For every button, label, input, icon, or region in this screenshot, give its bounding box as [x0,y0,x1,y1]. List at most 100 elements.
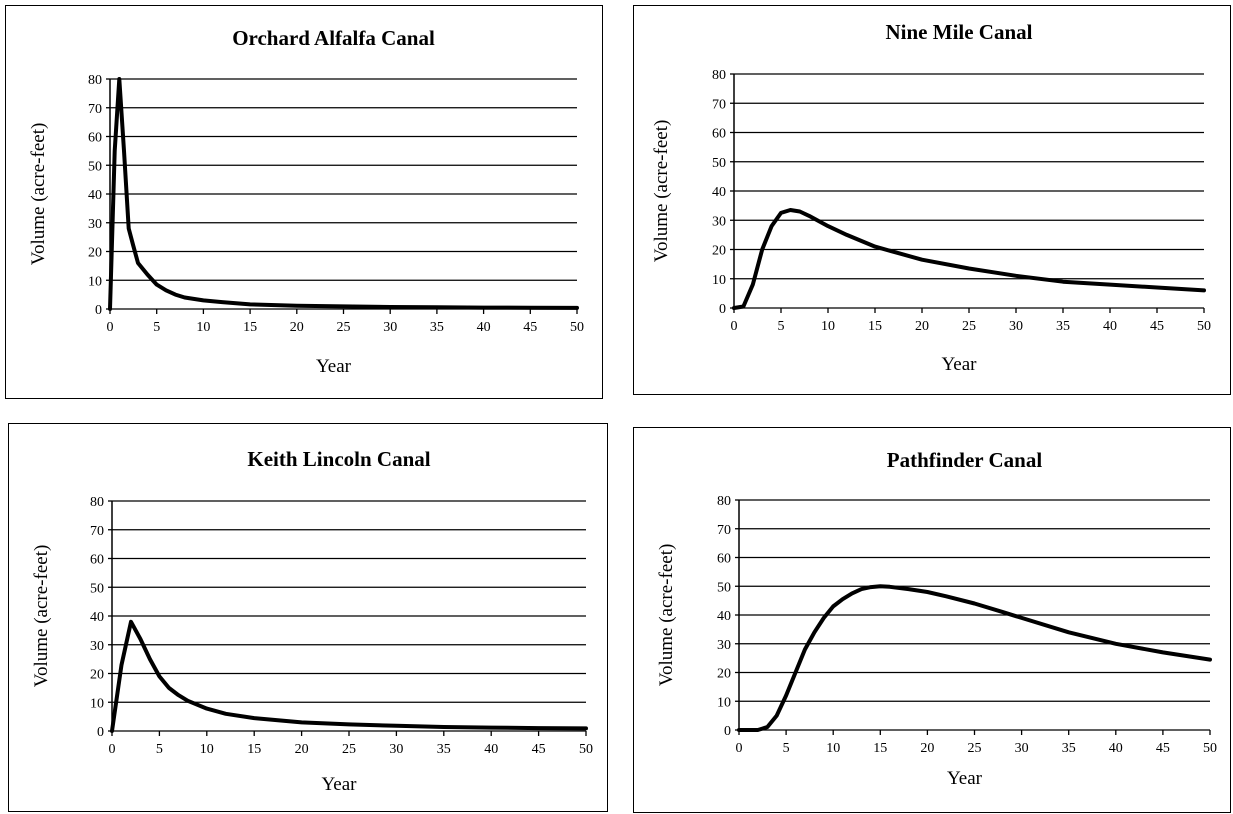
chart-svg: Orchard Alfalfa Canal 0 10 20 30 40 50 60 70 80 0 5… [28,26,584,377]
x-tick-label: 40 [1103,319,1117,334]
y-tick-label: 50 [90,581,104,596]
y-axis-label: Volume (acre-feet) [28,123,49,266]
y-tick-label: 60 [712,127,726,142]
x-tick-label: 25 [342,742,356,757]
x-axis-label: Year [947,768,983,789]
y-axis-label: Volume (acre-feet) [656,544,677,687]
chart-panel-nine-mile: Nine Mile Canal 0 10 20 30 40 50 60 70 80 0 5 10 15 20… [633,5,1231,395]
x-tick-label: 40 [484,742,498,757]
y-tick-label: 30 [712,214,726,229]
y-tick-label: 0 [97,725,104,740]
chart-title: Orchard Alfalfa Canal [232,26,435,50]
y-tick-label: 70 [717,523,731,538]
y-tick-label: 0 [724,724,731,739]
y-tick-label: 60 [88,131,102,146]
y-tick-label: 60 [717,552,731,567]
chart-panel-keith-lincoln: Keith Lincoln Canal 0 10 20 30 40 50 60 70 80 0 5 10… [8,423,608,812]
y-tick-label: 30 [717,638,731,653]
x-tick-label: 50 [1197,319,1211,334]
y-tick-label: 40 [88,188,102,203]
x-axis-label: Year [321,774,357,795]
y-axis-label: Volume (acre-feet) [651,120,672,263]
x-tick-label: 10 [196,320,210,335]
y-tick-label: 80 [712,68,726,83]
y-tick-label: 80 [88,73,102,88]
x-tick-label: 45 [1150,319,1164,334]
x-tick-label: 5 [153,320,160,335]
series-line [732,208,1206,310]
y-tick-label: 20 [90,668,104,683]
x-tick-label: 10 [200,742,214,757]
x-tick-label: 30 [1015,741,1029,756]
x-tick-label: 45 [523,320,537,335]
x-tick-label: 0 [109,742,116,757]
y-tick-label: 40 [712,185,726,200]
x-tick-label: 10 [821,319,835,334]
x-tick-label: 35 [1056,319,1070,334]
y-tick-label: 10 [717,695,731,710]
y-tick-label: 10 [90,696,104,711]
x-tick-label: 30 [389,742,403,757]
x-axis-label: Year [941,354,977,375]
y-tick-label: 10 [88,274,102,289]
x-tick-label: 35 [437,742,451,757]
y-tick-label: 20 [712,244,726,259]
chart-panel-pathfinder: Pathfinder Canal 0 10 20 30 40 50 60 70 80 0 5 10 15 2… [633,427,1231,813]
y-tick-label: 20 [717,667,731,682]
y-tick-label: 40 [717,609,731,624]
x-tick-label: 25 [968,741,982,756]
y-tick-label: 30 [90,639,104,654]
chart-panel-orchard-alfalfa: Orchard Alfalfa Canal 0 10 20 30 40 50 60 70 80 0 5… [5,5,603,399]
x-tick-label: 0 [731,319,738,334]
x-tick-label: 45 [532,742,546,757]
chart-svg: Pathfinder Canal 0 10 20 30 40 50 60 70 80 0 5 10 15 2… [656,448,1217,789]
series-line [110,619,588,733]
y-tick-label: 40 [90,610,104,625]
y-tick-label: 70 [712,97,726,112]
x-tick-label: 5 [156,742,163,757]
x-tick-label: 30 [1009,319,1023,334]
x-tick-label: 15 [243,320,257,335]
y-tick-label: 50 [712,156,726,171]
y-tick-label: 50 [88,159,102,174]
x-tick-label: 10 [826,741,840,756]
x-tick-label: 15 [873,741,887,756]
x-tick-label: 50 [1203,741,1217,756]
y-tick-label: 80 [90,495,104,510]
chart-svg: Nine Mile Canal 0 10 20 30 40 50 60 70 80 0 5 10 15 20… [651,20,1211,375]
x-tick-label: 20 [920,741,934,756]
series-line [737,584,1212,732]
series-line [108,77,579,311]
y-tick-label: 60 [90,553,104,568]
chart-title: Pathfinder Canal [887,448,1043,472]
chart-title: Nine Mile Canal [886,20,1033,44]
y-tick-label: 70 [88,102,102,117]
x-tick-label: 35 [1062,741,1076,756]
x-tick-label: 5 [783,741,790,756]
x-tick-label: 20 [915,319,929,334]
x-tick-label: 50 [579,742,593,757]
y-tick-label: 80 [717,494,731,509]
x-tick-label: 35 [430,320,444,335]
x-tick-label: 40 [1109,741,1123,756]
x-tick-label: 0 [107,320,114,335]
x-tick-label: 25 [962,319,976,334]
x-tick-label: 20 [290,320,304,335]
x-tick-label: 0 [736,741,743,756]
y-tick-label: 70 [90,524,104,539]
x-tick-label: 25 [337,320,351,335]
y-tick-label: 0 [719,302,726,317]
x-axis-label: Year [316,356,352,377]
x-tick-label: 15 [868,319,882,334]
y-tick-label: 30 [88,217,102,232]
x-tick-label: 40 [477,320,491,335]
y-tick-label: 0 [95,303,102,318]
x-tick-label: 15 [247,742,261,757]
y-tick-label: 10 [712,273,726,288]
x-tick-label: 50 [570,320,584,335]
chart-title: Keith Lincoln Canal [247,447,430,471]
x-tick-label: 45 [1156,741,1170,756]
x-tick-label: 5 [778,319,785,334]
x-tick-label: 20 [295,742,309,757]
y-axis-label: Volume (acre-feet) [31,545,52,688]
